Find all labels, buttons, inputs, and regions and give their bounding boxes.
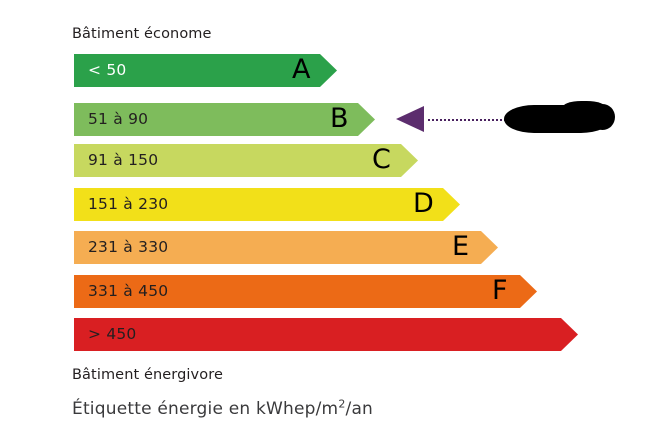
energy-bar-letter: D (413, 188, 434, 219)
energy-bar-shape (74, 318, 578, 351)
energy-bar-shape (74, 144, 418, 177)
energy-bar-shape (74, 231, 498, 264)
energy-bar-f: 331 à 450 F (74, 275, 537, 308)
energy-bar-e: 231 à 330 E (74, 231, 498, 264)
energy-bar-shape (74, 103, 375, 136)
redaction-blob-tail (590, 104, 615, 130)
energy-bar-shape (74, 54, 337, 87)
energy-bar-range-label: 51 à 90 (88, 110, 149, 128)
energy-bar-b: 51 à 90 B (74, 103, 375, 136)
energy-bar-letter: F (492, 275, 508, 306)
unit-prefix: Étiquette énergie en kWhep/m (72, 399, 339, 419)
energy-bar-letter: B (330, 103, 349, 134)
energy-bar-range-label: 91 à 150 (88, 151, 159, 169)
energy-bar-c: 91 à 150 C (74, 144, 418, 177)
energy-bar-letter: C (372, 144, 391, 175)
energy-bar-a: < 50 A (74, 54, 337, 87)
energy-bar-shape (74, 188, 460, 221)
energy-bar-range-label: > 450 (88, 325, 137, 343)
energy-bar-letter: A (292, 54, 311, 85)
energy-bar-range-label: 151 à 230 (88, 195, 169, 213)
unit-caption: Étiquette énergie en kWhep/m2/an (72, 397, 374, 419)
energy-bar-letter: E (452, 231, 470, 262)
energy-bar-range-label: 331 à 450 (88, 282, 169, 300)
unit-exponent: 2 (338, 397, 346, 411)
bottom-caption: Bâtiment énergivore (72, 367, 223, 383)
redaction-blob (504, 101, 615, 135)
energy-bar-range-label: < 50 (88, 61, 127, 79)
energy-bar-d: 151 à 230 D (74, 188, 460, 221)
unit-suffix: /an (345, 399, 374, 419)
energy-bar-shape (74, 275, 537, 308)
energy-bar-g: > 450 (74, 318, 578, 351)
top-caption: Bâtiment économe (72, 26, 212, 42)
rating-pointer-arrow-icon (396, 106, 424, 132)
energy-bar-range-label: 231 à 330 (88, 238, 169, 256)
rating-pointer-dotted-line (428, 119, 506, 121)
